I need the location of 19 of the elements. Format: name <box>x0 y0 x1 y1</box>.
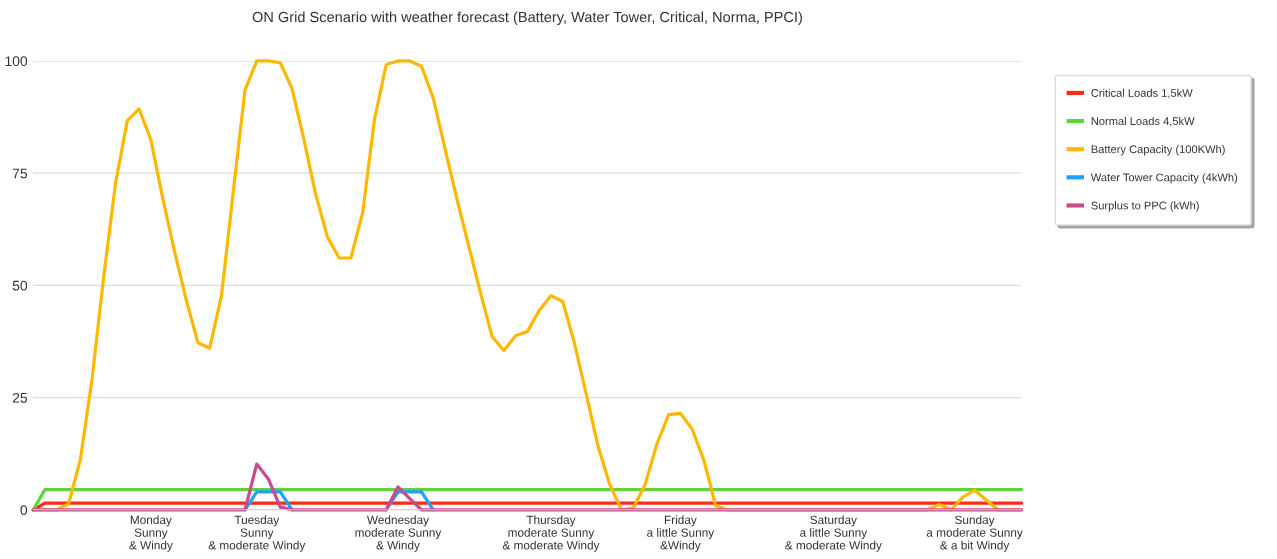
x-tick-label: Thursday moderate Sunny & moderate Windy <box>502 515 600 552</box>
x-tick-label: Friday a little Sunny &Windy <box>647 515 715 552</box>
y-tick-label: 0 <box>20 505 28 515</box>
x-tick-label: Tuesday Sunny & moderate Windy <box>208 515 306 552</box>
legend-label: Battery Capacity (100KWh) <box>1091 145 1225 156</box>
x-tick-label: Monday Sunny & Windy <box>129 515 173 552</box>
y-tick-label: 100 <box>5 56 28 67</box>
x-tick-label: Sunday a moderate Sunny & a bit Windy <box>926 515 1023 552</box>
y-tick-label: 50 <box>12 280 28 291</box>
legend-label: Water Tower Capacity (4kWh) <box>1090 173 1238 184</box>
line-series <box>31 462 1024 512</box>
legend-label: Normal Loads 4,5kW <box>1091 116 1195 127</box>
y-tick-label: 25 <box>12 392 28 403</box>
legend-label: Critical Loads 1,5kW <box>1091 88 1193 99</box>
x-tick-label: Saturday a little Sunny & moderate Windy <box>785 515 882 552</box>
legend-label: Surplus to PPC (kWh) <box>1091 201 1199 212</box>
x-tick-label: Wednesday moderate Sunny & Windy <box>355 515 442 552</box>
y-tick-label: 75 <box>12 168 28 179</box>
chart-title: ON Grid Scenario with weather forecast (Battery, Water Tower, Critical, Norma, PPCI) <box>252 11 802 26</box>
